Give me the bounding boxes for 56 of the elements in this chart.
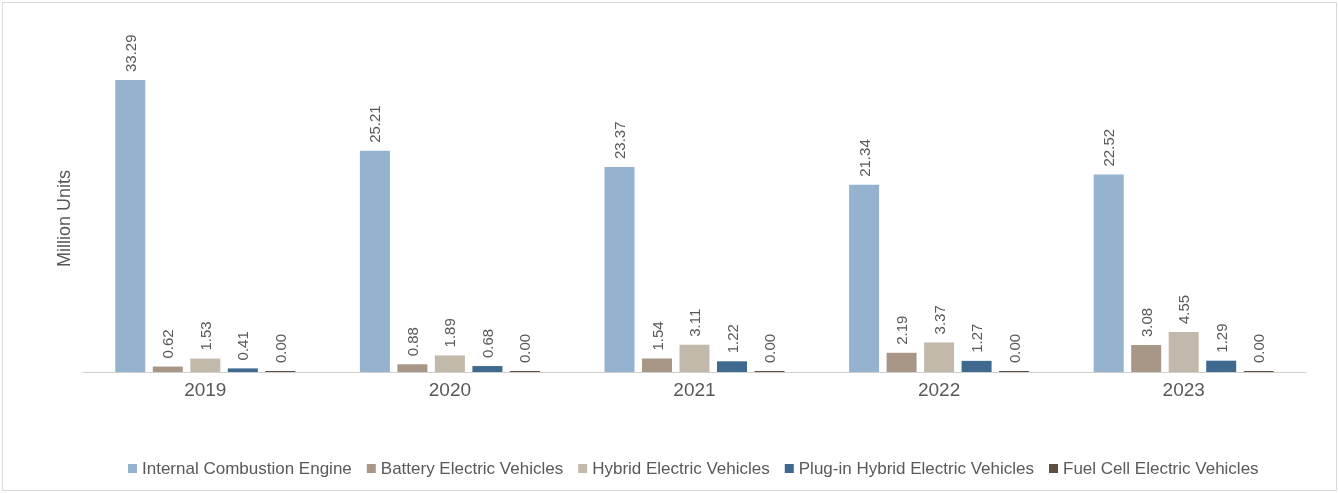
bar: [886, 352, 917, 372]
data-label: 0.00: [761, 333, 778, 363]
data-label: 33.29: [121, 34, 139, 72]
data-label: 2.19: [893, 315, 911, 345]
data-label: 21.34: [855, 139, 873, 177]
bar: [190, 358, 221, 372]
bar: [1168, 332, 1199, 372]
data-label: 3.08: [1137, 307, 1155, 337]
data-label: 1.89: [441, 318, 459, 348]
data-label: 0.00: [1005, 333, 1023, 363]
data-label: 0.00: [1250, 333, 1268, 363]
bar: [849, 184, 880, 372]
bar: [679, 344, 710, 372]
x-tick-label: 2020: [428, 379, 472, 400]
data-label: 1.53: [196, 321, 214, 351]
x-tick-label: 2022: [917, 379, 961, 400]
data-label: 0.68: [478, 328, 496, 359]
data-label: 0.62: [159, 329, 177, 359]
legend-label: Fuel Cell Electric Vehicles: [1063, 459, 1259, 478]
legend-label: Internal Combustion Engine: [142, 459, 352, 478]
bar: [961, 360, 992, 372]
data-label: 0.88: [403, 327, 421, 357]
bar: [359, 150, 390, 372]
data-label: 1.29: [1212, 323, 1230, 353]
data-label: 3.11: [686, 308, 703, 337]
data-label: 0.00: [271, 333, 289, 363]
bar: [1206, 360, 1237, 372]
bar: [1093, 174, 1124, 372]
bar: [1131, 344, 1162, 372]
bar: [924, 342, 955, 372]
bar: [717, 361, 747, 372]
legend-label: Hybrid Electric Vehicles: [592, 459, 770, 478]
bar: [152, 366, 183, 372]
data-label: 25.21: [366, 105, 384, 143]
bar: [642, 358, 672, 372]
bar: [115, 80, 146, 372]
y-axis-title: Million Units: [54, 169, 74, 268]
x-tick-label: 2023: [1162, 379, 1205, 400]
bar: [472, 366, 503, 372]
x-tick-label: 2019: [184, 379, 227, 400]
data-label: 3.37: [930, 305, 948, 335]
data-label: 0.41: [234, 331, 252, 361]
bar: [397, 364, 428, 372]
legend-label: Plug-in Hybrid Electric Vehicles: [798, 459, 1035, 478]
bar: [604, 167, 635, 372]
data-label: 23.37: [611, 121, 628, 160]
data-label: 1.54: [648, 321, 666, 351]
x-tick-label: 2021: [673, 379, 716, 400]
bar: [434, 355, 465, 372]
data-label: 1.22: [723, 324, 741, 354]
data-label: 22.52: [1100, 128, 1118, 167]
legend-label: Battery Electric Vehicles: [380, 459, 564, 478]
bar: [227, 368, 258, 372]
data-label: 1.27: [968, 323, 986, 353]
data-label: 4.55: [1175, 294, 1193, 325]
data-label: 0.00: [516, 333, 534, 363]
